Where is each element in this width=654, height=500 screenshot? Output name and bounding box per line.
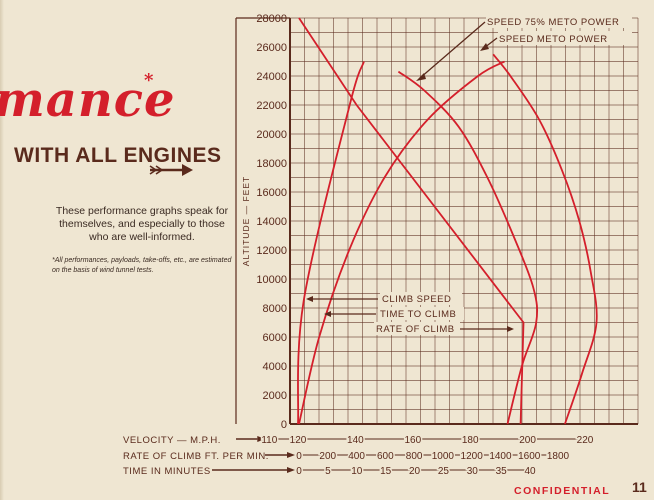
annotation-arrowhead bbox=[416, 73, 426, 81]
x-tick-label: 5 bbox=[325, 466, 331, 477]
annotation-time-to-climb: TIME TO CLIMB bbox=[380, 309, 456, 320]
annotation-leader bbox=[419, 21, 486, 79]
series-line-climb-speed bbox=[297, 61, 365, 425]
x-tick-label: 400 bbox=[348, 451, 365, 462]
annotation-speed-meto: SPEED METO POWER bbox=[499, 34, 608, 45]
intro-paragraph: These performance graphs speak for thems… bbox=[55, 205, 229, 243]
x-tick-label: 10 bbox=[351, 466, 363, 477]
x-tick-label: 120 bbox=[290, 435, 307, 446]
y-tick-label: 4000 bbox=[263, 361, 287, 373]
x-tick-label: 200 bbox=[319, 451, 336, 462]
series-line-speed-meto-power bbox=[492, 53, 598, 425]
confidential-label: CONFIDENTIAL bbox=[514, 485, 611, 497]
annotation-arrowhead bbox=[324, 311, 331, 317]
y-axis-label: ALTITUDE — FEET bbox=[241, 176, 251, 266]
page-number: 11 bbox=[632, 479, 647, 495]
x-tick-label: 180 bbox=[462, 435, 479, 446]
annotation-arrowhead bbox=[507, 326, 514, 332]
page-title-fragment: mance bbox=[0, 72, 176, 128]
x-scale-label: RATE OF CLIMB FT. PER MIN. bbox=[123, 451, 269, 462]
x-tick-label: 15 bbox=[380, 466, 392, 477]
y-tick-label: 10000 bbox=[256, 274, 287, 286]
x-tick-label: 800 bbox=[406, 451, 423, 462]
right-arrow-icon bbox=[149, 164, 193, 176]
x-tick-label: 35 bbox=[496, 466, 508, 477]
series-line-rate-of-climb bbox=[298, 17, 525, 425]
x-tick-label: 110 bbox=[261, 435, 277, 446]
y-tick-label: 0 bbox=[281, 419, 287, 431]
x-tick-label: 1600 bbox=[518, 451, 541, 462]
y-tick-label: 22000 bbox=[256, 100, 287, 112]
x-tick-label: 140 bbox=[347, 435, 364, 446]
x-tick-label: 1200 bbox=[461, 451, 484, 462]
annotation-arrowhead bbox=[480, 43, 489, 51]
annotation-bg bbox=[378, 307, 464, 320]
y-tick-label: 6000 bbox=[263, 332, 287, 344]
x-tick-label: 160 bbox=[404, 435, 421, 446]
x-scale-arrowhead bbox=[287, 452, 295, 458]
x-tick-label: 20 bbox=[409, 466, 421, 477]
x-tick-label: 0 bbox=[296, 466, 302, 477]
y-tick-label: 14000 bbox=[256, 216, 287, 228]
annotation-bg bbox=[498, 31, 632, 45]
y-tick-label: 20000 bbox=[256, 129, 287, 141]
y-tick-label: 2000 bbox=[263, 390, 287, 402]
annotation-climb-speed: CLIMB SPEED bbox=[382, 294, 451, 305]
annotation-rate-of-climb: RATE OF CLIMB bbox=[376, 324, 455, 335]
annotation-bg bbox=[486, 14, 632, 28]
x-tick-label: 1400 bbox=[489, 451, 512, 462]
series-line-time-to-climb bbox=[298, 60, 506, 425]
x-scale-label: VELOCITY — M.P.H. bbox=[123, 435, 221, 446]
x-tick-label: 0 bbox=[296, 451, 302, 462]
y-tick-label: 12000 bbox=[256, 245, 287, 257]
y-tick-label: 8000 bbox=[263, 303, 287, 315]
annotation-bg bbox=[380, 292, 462, 305]
title-asterisk: * bbox=[144, 70, 154, 91]
series-line-speed-75-meto-power bbox=[397, 70, 539, 425]
annotation-bg bbox=[374, 322, 460, 335]
x-tick-label: 220 bbox=[577, 435, 594, 446]
page-subtitle: WITH ALL ENGINES bbox=[14, 144, 222, 167]
x-tick-label: 25 bbox=[438, 466, 450, 477]
annotation-speed-75-meto: SPEED 75% METO POWER bbox=[487, 17, 619, 28]
x-tick-label: 40 bbox=[524, 466, 536, 477]
y-tick-label: 18000 bbox=[256, 158, 287, 170]
y-tick-label: 28000 bbox=[256, 13, 287, 25]
y-tick-label: 26000 bbox=[256, 42, 287, 54]
x-scale-label: TIME IN MINUTES bbox=[123, 466, 211, 477]
page-edge bbox=[0, 0, 4, 500]
x-scale-arrowhead bbox=[257, 436, 266, 442]
x-scale-arrowhead bbox=[287, 467, 295, 473]
y-tick-label: 24000 bbox=[256, 71, 287, 83]
x-tick-label: 600 bbox=[377, 451, 394, 462]
x-tick-label: 1800 bbox=[547, 451, 570, 462]
footnote: *All performances, payloads, take-offs, … bbox=[52, 257, 232, 274]
x-tick-label: 200 bbox=[519, 435, 536, 446]
annotation-arrowhead bbox=[306, 296, 313, 302]
y-tick-label: 16000 bbox=[256, 187, 287, 199]
x-tick-label: 30 bbox=[467, 466, 479, 477]
x-tick-label: 1000 bbox=[432, 451, 455, 462]
